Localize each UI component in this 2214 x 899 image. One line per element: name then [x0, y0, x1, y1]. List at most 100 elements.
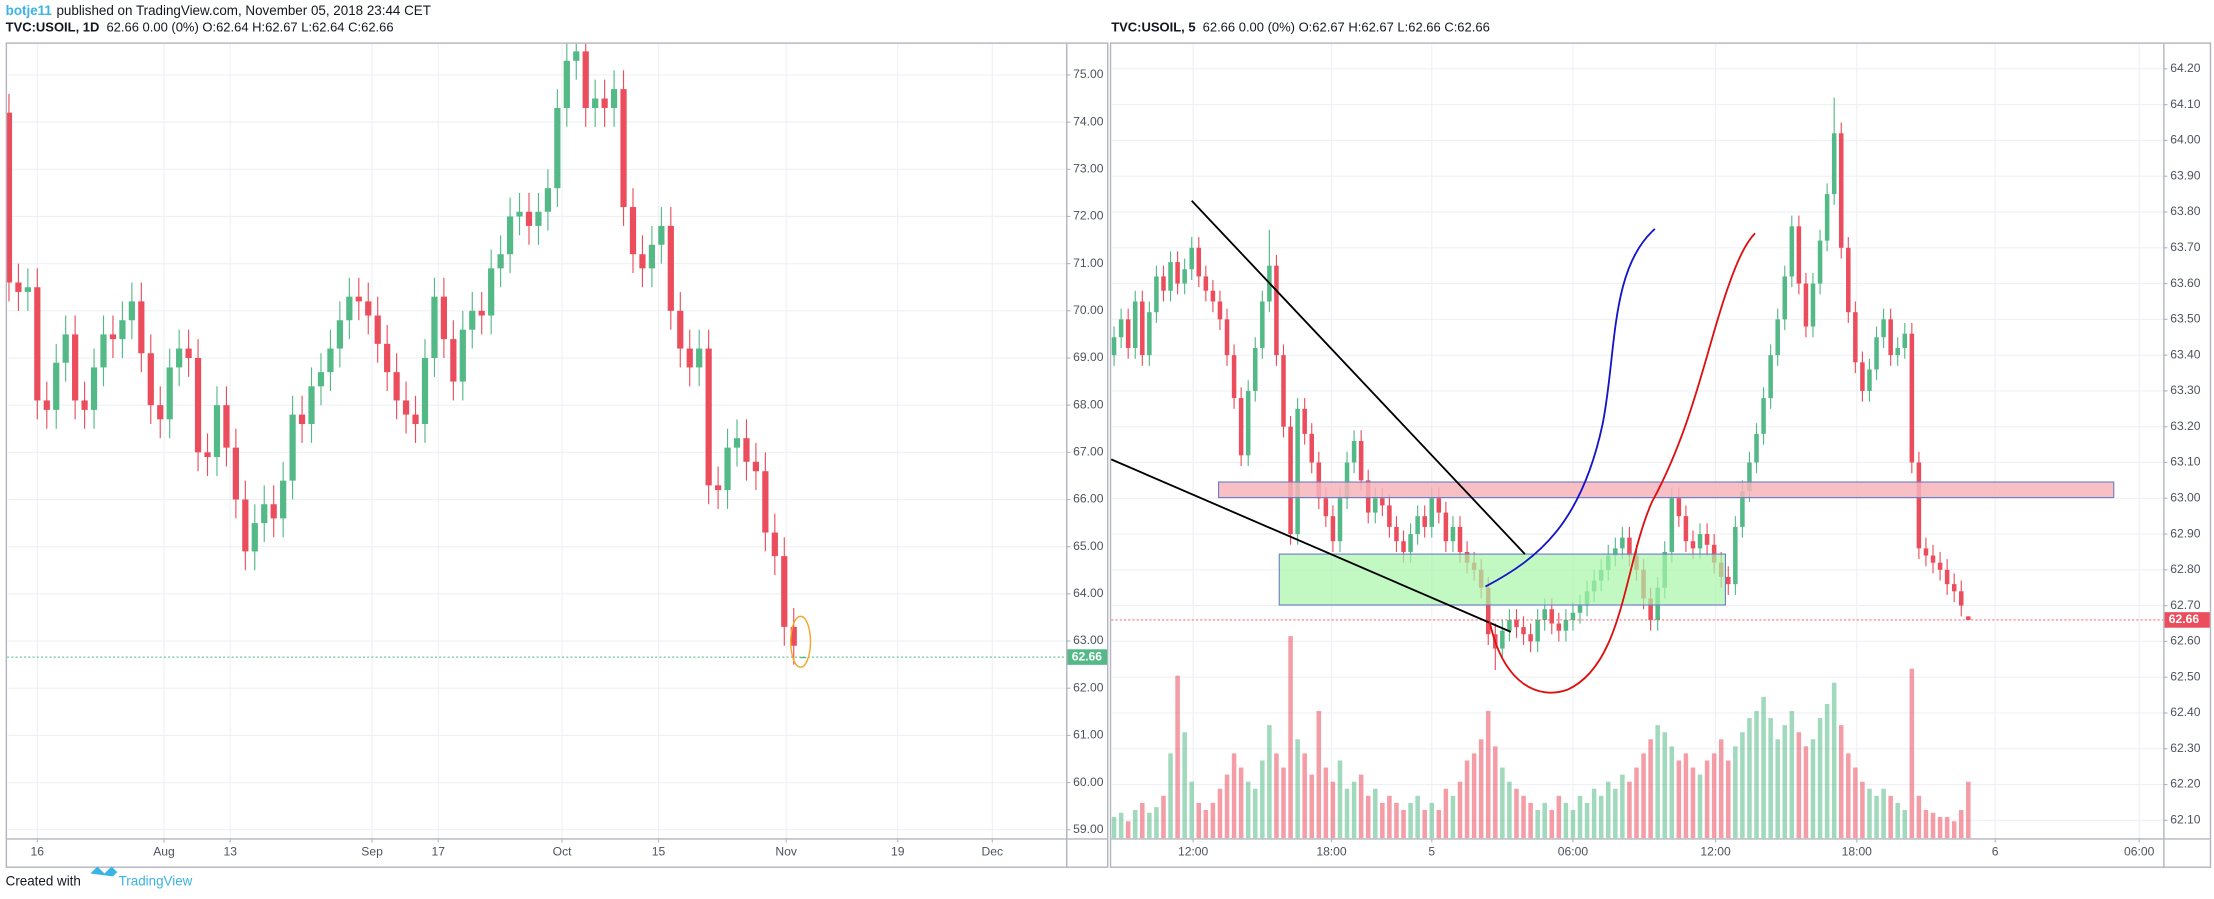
y-tick-label: 59.00: [1073, 822, 1104, 836]
x-tick-label: 6: [1992, 845, 1999, 859]
candle-body: [1132, 301, 1138, 348]
candle-body: [1860, 362, 1865, 391]
candle-body: [1577, 605, 1583, 613]
volume-bar: [1648, 739, 1653, 839]
volume-bar: [1189, 781, 1194, 839]
candle-body: [1147, 312, 1152, 356]
candle-body: [563, 60, 570, 108]
created-with: Created with: [6, 874, 81, 889]
candle-body: [705, 348, 712, 486]
candle-body: [81, 400, 88, 410]
author: botje11: [6, 3, 53, 18]
volume-bar: [1493, 746, 1498, 839]
blue-curve: [1484, 228, 1656, 588]
volume-bar: [1966, 781, 1971, 839]
candle-body: [516, 211, 523, 217]
volume-bar: [1570, 809, 1576, 839]
candle-body: [790, 626, 797, 646]
y-tick-label: 63.00: [2170, 490, 2201, 504]
x-tick-label: Nov: [775, 845, 797, 859]
volume-bar: [1923, 809, 1929, 839]
red-curve: [1488, 232, 1756, 694]
x-tick-label: 12:00: [1178, 845, 1209, 859]
candle-body: [724, 447, 731, 491]
candle-body: [1500, 630, 1505, 649]
volume-bar: [1387, 795, 1392, 839]
last-price-badge: [1067, 649, 1107, 665]
x-tick-label: Dec: [982, 845, 1004, 859]
candle-body: [1507, 619, 1512, 631]
candle-body: [696, 348, 703, 368]
volume-bar: [1944, 817, 1950, 839]
candle-body: [1203, 276, 1209, 291]
y-tick-label: 63.50: [2170, 312, 2201, 326]
volume-bar: [1669, 746, 1675, 839]
candle-body: [1415, 516, 1420, 535]
volume-bar: [1309, 774, 1314, 839]
volume-bar: [1147, 812, 1152, 839]
candle-body: [733, 438, 741, 448]
candle-body: [1768, 355, 1773, 399]
candle-body: [1316, 462, 1322, 499]
volume-bar: [1316, 711, 1322, 839]
candle-body: [714, 485, 722, 491]
volume-bar: [1450, 795, 1456, 839]
x-tick-label: 18:00: [1842, 845, 1873, 859]
candle-body: [1563, 619, 1569, 631]
candle-body: [1429, 498, 1435, 527]
y-tick-label: 64.00: [1073, 586, 1104, 600]
candle-body: [1740, 491, 1745, 527]
candle-body: [1118, 319, 1124, 338]
y-tick-label: 63.00: [1073, 633, 1104, 647]
volume-bar: [1429, 802, 1435, 839]
candle-body: [1789, 226, 1795, 277]
candle-body: [1210, 290, 1216, 302]
candle-body: [592, 98, 599, 108]
volume-bar: [1245, 781, 1251, 839]
volume-bar: [1909, 668, 1915, 839]
candle-body: [1521, 627, 1526, 635]
candle-body: [1556, 623, 1562, 631]
last-price-label: 62.66: [1072, 649, 1103, 663]
y-tick-label: 73.00: [1073, 161, 1104, 175]
candle-body: [1436, 498, 1442, 513]
y-tick-label: 62.90: [2170, 526, 2201, 540]
brand: TradingView: [119, 874, 193, 889]
volume-bar: [1267, 725, 1272, 839]
volume-bar: [1132, 809, 1138, 839]
tradingview-logo: [90, 866, 118, 877]
candle-body: [762, 471, 769, 533]
y-tick-label: 66.00: [1073, 492, 1104, 506]
volume-bar: [1591, 788, 1597, 839]
grid-layer: [7, 43, 2164, 839]
candle-body: [469, 310, 476, 330]
volume-bar: [1408, 802, 1413, 839]
candle-body: [242, 499, 249, 552]
volume-bar: [1768, 718, 1773, 839]
candle-body: [194, 357, 202, 453]
volume-bar: [1118, 812, 1124, 839]
y-tick-label: 67.00: [1073, 445, 1104, 459]
candle-body: [109, 334, 117, 340]
candle-body: [1295, 408, 1300, 535]
plot-area: [7, 43, 1067, 665]
candle-body: [1966, 616, 1971, 620]
y-tick-label: 68.00: [1073, 397, 1104, 411]
candle-body: [554, 107, 561, 189]
candle-body: [1514, 619, 1519, 628]
candle-body: [1874, 337, 1879, 370]
volume-bar: [1401, 809, 1406, 839]
volume-bar: [1415, 795, 1420, 839]
chart-symbol: TVC:USOIL, 5: [1111, 20, 1195, 35]
y-tick-label: 62.80: [2170, 562, 2201, 576]
y-tick-label: 62.10: [2170, 813, 2201, 827]
candle-body: [402, 400, 410, 415]
candle-body: [629, 207, 637, 255]
volume-bar: [1874, 795, 1879, 839]
chart-legend: 62.66 0.00 (0%) O:62.67 H:62.67 L:62.66 …: [1203, 20, 1490, 35]
volume-bar: [1358, 774, 1364, 839]
volume-bar: [1274, 753, 1279, 839]
volume-bar: [1726, 760, 1731, 839]
plot-area: [1111, 97, 2164, 839]
y-tick-label: 63.80: [2170, 204, 2201, 218]
